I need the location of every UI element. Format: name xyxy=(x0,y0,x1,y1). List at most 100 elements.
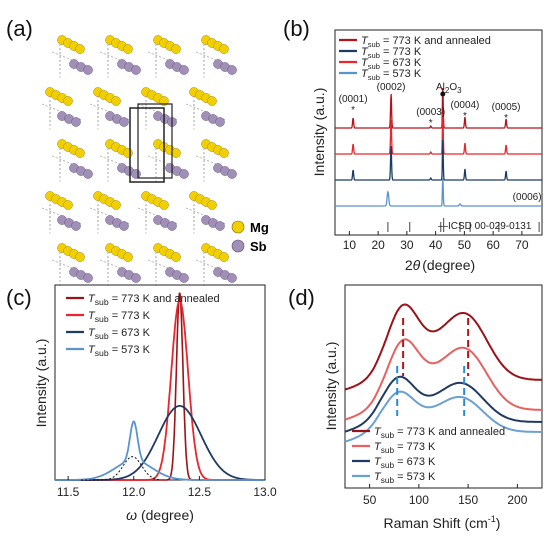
panel-c-legend-label-1: Tsub = 773 K xyxy=(88,310,151,324)
panel-b-peak-labels: (0001)*(0002)(0003)*(0004)*(0005)*(0006)… xyxy=(339,82,542,203)
panel-c-legend: Tsub = 773 K and annealed Tsub = 773 K Tsu… xyxy=(66,293,220,358)
panel-b-xtick-label-2: 30 xyxy=(400,238,414,252)
mg-atom xyxy=(207,96,217,106)
panel-b-peak-label-4: (0005) xyxy=(492,102,521,113)
sb-atom xyxy=(179,273,189,283)
panel-c-xtick-label-2: 12.5 xyxy=(188,485,212,499)
panel-b-peak-marker-4: * xyxy=(504,113,508,124)
panel-d-xtick-label-2: 150 xyxy=(458,493,478,507)
panel-b-legend-label-1: Tsub = 773 K xyxy=(361,46,422,60)
panel-b-trace-3 xyxy=(335,177,542,207)
panel-b-trace-1 xyxy=(335,139,542,181)
panel-d-xlabel: Raman Shift (cm-1) xyxy=(384,514,501,531)
panel-d-traces xyxy=(344,303,542,443)
panel-c-traces xyxy=(55,292,265,481)
panel-b-trace-2 xyxy=(335,113,542,155)
panel-b-xtick-label-6: 70 xyxy=(515,238,529,252)
mg-atom xyxy=(123,44,133,54)
mg-atom xyxy=(171,148,181,158)
sb-atom xyxy=(119,221,129,231)
panel-b-peak-marker-0: * xyxy=(351,105,355,116)
panel-c-ticks: 11.5 12.0 12.5 13.0 xyxy=(57,476,277,499)
panel-b-peak-label-2: (0003) xyxy=(416,107,445,118)
panel-d-legend-label-1: Tsub = 773 K xyxy=(374,441,436,455)
panel-d-trace-1 xyxy=(344,338,542,421)
panel-b-legend-label-2: Tsub = 673 K xyxy=(361,57,422,71)
mg-atom xyxy=(63,96,73,106)
panel-b-ylabel: Intensity (a.u.) xyxy=(311,88,327,177)
panel-c-trace-3 xyxy=(55,420,265,481)
sb-atom xyxy=(179,65,189,75)
mg-atom xyxy=(219,44,229,54)
sb-atom xyxy=(167,221,177,231)
sb-atom xyxy=(131,273,141,283)
sb-atom xyxy=(83,273,93,283)
panel-c-legend-label-0: Tsub = 773 K and annealed xyxy=(88,293,220,307)
panel-d-ylabel: Intensity (a.u.) xyxy=(323,342,339,431)
sb-atom-icon xyxy=(231,239,245,253)
panel-c-trace-0 xyxy=(55,292,265,481)
panel-d-xtick-label-3: 200 xyxy=(507,493,527,507)
panel-d-trace-0 xyxy=(344,303,542,391)
panel-d-ticks: 50 100 150 200 xyxy=(363,484,528,507)
sb-atom xyxy=(83,169,93,179)
panel-b-xtick-label-3: 40 xyxy=(429,238,443,252)
panel-b-traces: —ICSD 00-029-0131 xyxy=(335,87,542,232)
panel-d-legend-label-2: Tsub = 673 K xyxy=(374,456,436,470)
panel-d-trace-3 xyxy=(344,390,542,443)
sb-atom xyxy=(227,169,237,179)
mg-atom xyxy=(111,96,121,106)
panel-c-xtick-label-3: 13.0 xyxy=(253,485,277,499)
panel-d-xtick-label-0: 50 xyxy=(363,493,377,507)
panel-label-b: (b) xyxy=(283,16,310,41)
sb-atom xyxy=(215,117,225,127)
sb-label: Sb xyxy=(250,239,267,254)
sb-atom xyxy=(179,169,189,179)
panel-b-frame xyxy=(334,29,543,236)
panel-d-legend-label-3: Tsub = 573 K xyxy=(374,471,436,485)
mg-atom xyxy=(123,252,133,262)
panel-b-xtick-label-0: 10 xyxy=(343,238,357,252)
mg-atom xyxy=(219,252,229,262)
panel-b-xtick-label-5: 60 xyxy=(486,238,500,252)
panel-d-frame xyxy=(344,284,543,489)
sb-atom xyxy=(131,65,141,75)
panel-b-ref-label: —ICSD 00-029-0131 xyxy=(438,221,532,232)
panel-d: 50 100 150 200 Tsub = 773 K and annealedTsu… xyxy=(323,284,543,531)
mg-atom xyxy=(111,200,121,210)
sb-atom xyxy=(215,221,225,231)
panel-c-deconvolution xyxy=(81,456,160,481)
panel-b-trace-0 xyxy=(335,87,542,129)
panel-d-xtick-label-1: 100 xyxy=(409,493,429,507)
panel-c-trace-1 xyxy=(55,299,265,481)
panel-label-c: (c) xyxy=(6,285,32,310)
panel-d-legend-label-0: Tsub = 773 K and annealed xyxy=(374,426,505,440)
unit-cell-back xyxy=(137,103,173,179)
sb-atom xyxy=(71,221,81,231)
panel-b-legend-label-0: Tsub = 773 K and annealed xyxy=(361,35,491,49)
unit-cell-front xyxy=(129,107,165,183)
panel-b-peak-label-5: (0006) xyxy=(513,192,542,203)
mg-atom xyxy=(159,200,169,210)
panel-c-legend-label-3: Tsub = 573 K xyxy=(88,344,151,358)
mg-atom xyxy=(75,44,85,54)
panel-b-peak-label-3: (0004) xyxy=(450,100,479,111)
mg-atom xyxy=(75,148,85,158)
panel-c: 11.5 12.0 12.5 13.0 Tsub = 773 K and anneal… xyxy=(33,284,277,523)
mg-atom xyxy=(159,96,169,106)
panel-c-legend-label-2: Tsub = 673 K xyxy=(88,327,151,341)
mg-atom xyxy=(219,148,229,158)
sb-atom xyxy=(71,117,81,127)
mg-atom xyxy=(171,252,181,262)
panel-b-xtick-label-4: 50 xyxy=(458,238,472,252)
panel-b-peak-label-0: (0001) xyxy=(339,94,368,105)
sb-atom xyxy=(131,169,141,179)
panel-c-frame xyxy=(54,284,266,481)
crystal-legend: Mg Sb xyxy=(231,220,269,254)
sb-atom xyxy=(227,65,237,75)
panel-b-peak-label-1: (0002) xyxy=(377,82,406,93)
panel-c-xtick-label-1: 12.0 xyxy=(122,485,146,499)
